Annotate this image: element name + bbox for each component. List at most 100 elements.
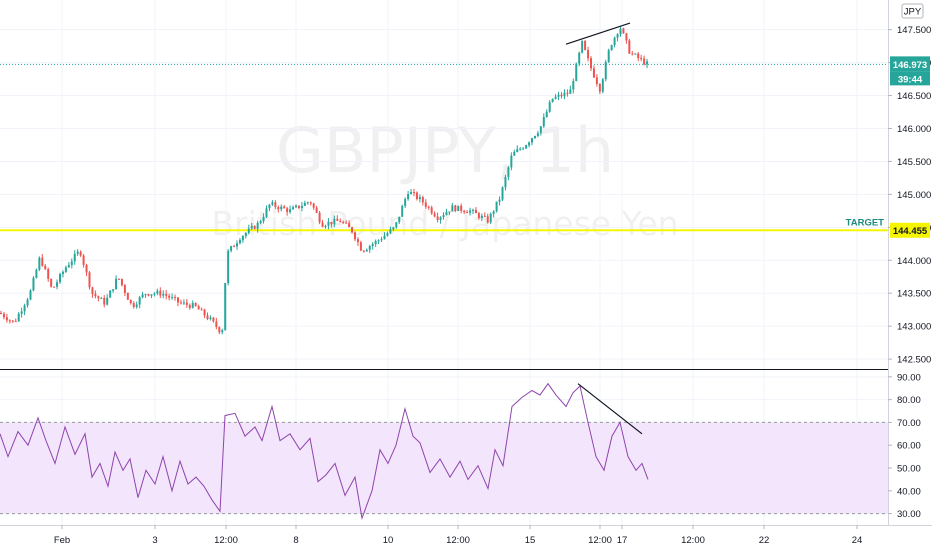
price-trendline-segment[interactable] <box>565 22 631 45</box>
candle-body <box>398 216 401 223</box>
candle-body <box>439 217 442 220</box>
candle-body <box>197 305 200 310</box>
candle-body <box>94 293 97 297</box>
candle-body <box>418 197 421 200</box>
candle-body <box>351 227 354 233</box>
price-trendline[interactable] <box>565 22 631 45</box>
candle-body <box>76 251 79 254</box>
candle-body <box>150 294 153 296</box>
candle-body <box>312 203 315 208</box>
candle-body <box>109 290 112 298</box>
candle-body <box>29 290 32 300</box>
rsi-trendline-segment[interactable] <box>577 383 643 435</box>
candle-body <box>188 304 191 308</box>
price-tick-label: 146.500 <box>897 91 931 102</box>
target-label: TARGET <box>846 217 885 228</box>
candle-body <box>17 313 20 322</box>
candle-body <box>365 249 368 252</box>
candle-body <box>407 194 410 200</box>
rsi-axis[interactable]: 30.00 40.00 50.00 60.00 70.00 80.00 90.00 <box>888 372 921 520</box>
candle-body <box>336 218 339 221</box>
candle-body <box>472 209 474 211</box>
candle-body <box>309 202 312 204</box>
price-tick-label: 145.500 <box>897 157 931 168</box>
time-tick-label: 24 <box>852 535 863 546</box>
candle-body <box>362 250 365 252</box>
candle-body <box>73 253 76 262</box>
time-axis[interactable]: Feb 3 12:00 8 10 12:00 15 12:00 17 12:00 22 24 <box>54 525 862 546</box>
candle-body <box>454 205 457 212</box>
candle-body <box>41 257 44 266</box>
candle-body <box>300 205 303 208</box>
rsi-tick-label: 50.00 <box>897 464 921 475</box>
rsi-band <box>0 421 888 515</box>
candle-body <box>395 222 398 228</box>
candle-body <box>536 133 539 136</box>
candle-body <box>610 45 613 51</box>
candle-body <box>203 309 206 316</box>
candle-body <box>206 315 209 319</box>
candle-body <box>377 240 380 242</box>
candle-body <box>59 274 61 283</box>
rsi-trendline[interactable] <box>577 383 643 435</box>
candle-body <box>507 167 510 178</box>
candle-body <box>333 218 336 225</box>
candle-body <box>554 96 557 99</box>
last-price-tag <box>890 56 930 72</box>
candle-body <box>345 222 348 224</box>
candle-body <box>233 246 236 248</box>
rsi-band-fill <box>0 422 888 514</box>
candle-body <box>474 209 477 214</box>
candle-body <box>386 233 389 236</box>
candle-body <box>592 68 595 78</box>
candle-body <box>88 272 91 288</box>
candle-body <box>259 221 262 223</box>
candle-body <box>528 142 531 146</box>
candle-body <box>162 293 165 296</box>
candle-body <box>165 293 168 296</box>
candle-body <box>413 192 415 194</box>
candle-body <box>401 205 404 217</box>
candle-body <box>410 192 413 195</box>
candle-body <box>392 227 395 230</box>
candle-body <box>560 94 563 97</box>
rsi-tick-label: 60.00 <box>897 441 921 452</box>
candle-body <box>64 267 67 272</box>
candle-body <box>516 149 519 152</box>
candle-body <box>404 199 407 206</box>
candle-body <box>634 53 637 55</box>
time-tick-label: 8 <box>293 535 298 546</box>
candle-body <box>23 305 26 312</box>
candle-body <box>584 40 587 50</box>
time-tick-label: 12:00 <box>446 535 470 546</box>
axis-tags: 146.973 39:44 144.455 <box>890 56 930 238</box>
candle-body <box>194 302 197 306</box>
candle-body <box>354 232 356 240</box>
candle-body <box>91 287 94 294</box>
candle-body <box>100 297 103 299</box>
candle-body <box>510 155 513 168</box>
candle-body <box>433 213 436 217</box>
candle-body <box>85 264 88 273</box>
candle-body <box>159 290 162 296</box>
candle-body <box>383 235 386 240</box>
candle-body <box>283 206 286 209</box>
candle-body <box>200 309 203 311</box>
candle-body <box>221 330 224 333</box>
candle-body <box>451 205 454 212</box>
candle-body <box>389 229 392 234</box>
candle-body <box>2 313 5 318</box>
rsi-tick-label: 80.00 <box>897 395 921 406</box>
candle-body <box>14 321 17 323</box>
candle-body <box>368 246 371 250</box>
candle-body <box>551 98 554 103</box>
currency-badge[interactable]: JPY <box>901 3 924 19</box>
candle-body <box>315 207 318 213</box>
candle-body <box>327 221 330 226</box>
candle-body <box>262 216 265 222</box>
candle-body <box>539 126 542 134</box>
candle-body <box>274 202 277 208</box>
candle-body <box>53 286 56 288</box>
price-tick-label: 145.000 <box>897 190 931 201</box>
